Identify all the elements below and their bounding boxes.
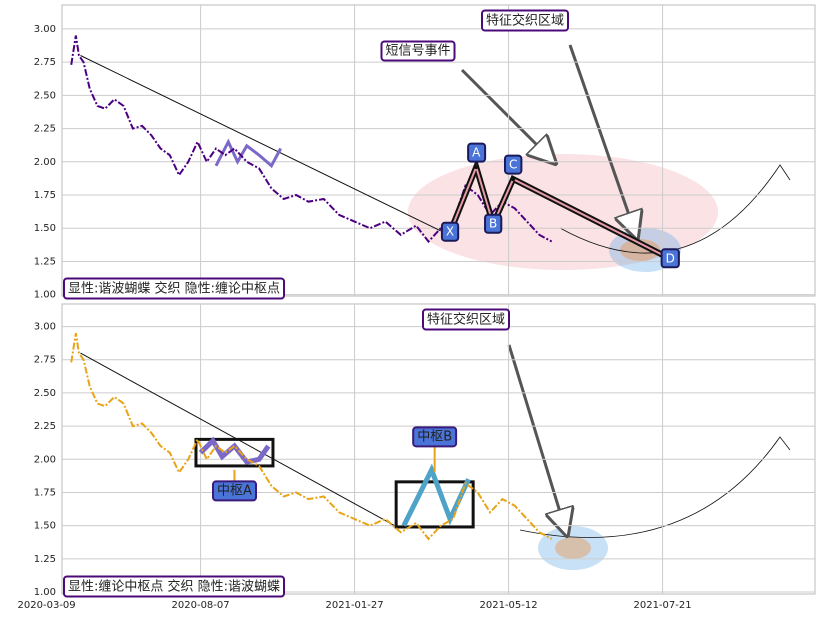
annotation: C (509, 158, 517, 172)
y-tick-label: 1.75 (34, 190, 56, 201)
annotation: 显性:谐波蝴蝶 交织 隐性:缠论中枢点 (68, 281, 280, 297)
zone (555, 537, 591, 559)
annotation: 中枢B (417, 429, 452, 444)
arc (559, 164, 791, 254)
x-tick-label: 2020-08-07 (172, 600, 230, 611)
label-box (484, 213, 503, 234)
label-box (380, 40, 456, 62)
y-tick-label: 2.25 (34, 421, 56, 432)
annotation: 短信号事件 (385, 44, 450, 59)
label-box (480, 9, 570, 32)
x-tick-label: 2021-05-12 (480, 600, 538, 611)
pivot-box (194, 437, 275, 468)
label-box (212, 480, 258, 502)
x-tick-label: 2021-07-21 (633, 600, 691, 611)
y-tick-label: 1.25 (34, 256, 56, 267)
y-tick-label: 2.50 (34, 90, 56, 101)
label-box (440, 221, 460, 242)
price-line (70, 333, 553, 541)
annotation: B (489, 217, 497, 231)
label-box (62, 277, 286, 300)
y-tick-label: 1.25 (34, 554, 56, 565)
trend-line (80, 55, 442, 232)
annotation: D (666, 251, 675, 265)
y-tick-label: 1.50 (34, 521, 56, 532)
arrow (507, 344, 567, 535)
pattern-point (474, 165, 479, 170)
pattern-point (511, 177, 516, 182)
label-box (660, 248, 680, 269)
lower-plot (61, 303, 816, 595)
label-box (503, 154, 523, 175)
label-box (412, 426, 458, 448)
y-tick-label: 1.75 (34, 487, 56, 498)
x-tick-label: 2021-01-27 (326, 600, 384, 611)
label-box (467, 142, 487, 163)
label-box (421, 308, 511, 331)
y-tick-label: 2.50 (34, 388, 56, 399)
y-tick-label: 3.00 (34, 24, 56, 35)
annotation: 特征交织区域 (427, 312, 505, 328)
x-tick-label: 2020-03-09 (18, 600, 76, 611)
label-box (62, 575, 286, 598)
annotation: X (446, 225, 454, 239)
y-tick-label: 2.75 (34, 57, 56, 68)
y-tick-label: 2.00 (34, 454, 56, 465)
price-line (70, 35, 553, 244)
annotation: 显性:缠论中枢点 交织 隐性:谐波蝴蝶 (68, 579, 280, 595)
y-tick-label: 1.50 (34, 223, 56, 234)
y-tick-label: 3.00 (34, 322, 56, 333)
arrow (568, 44, 637, 238)
annotation: A (472, 146, 481, 160)
y-tick-label: 2.00 (34, 157, 56, 168)
annotation: 特征交织区域 (486, 13, 564, 29)
y-tick-label: 2.25 (34, 124, 56, 135)
annotation: 中枢A (217, 483, 252, 498)
pivot-zigzag (214, 138, 282, 169)
y-tick-label: 1.00 (34, 290, 56, 301)
y-tick-label: 1.00 (34, 587, 56, 598)
zone (620, 239, 660, 261)
pivot-zigzag (198, 436, 271, 465)
y-tick-label: 2.75 (34, 355, 56, 366)
